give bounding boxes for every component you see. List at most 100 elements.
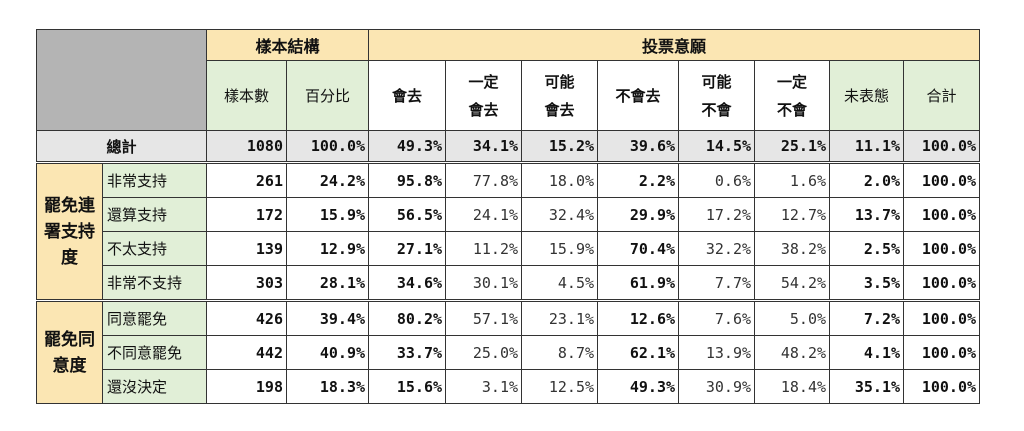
table-cell: 15.6% (368, 369, 447, 404)
table-cell: 32.2% (678, 231, 756, 266)
table-cell: 5.0% (754, 299, 831, 336)
table-cell: 40.9% (285, 335, 370, 370)
total-cell: 39.6% (597, 130, 680, 163)
table-cell: 100.0% (903, 299, 981, 336)
table-cell: 34.6% (368, 265, 447, 301)
table-cell: 39.4% (285, 299, 370, 336)
table-cell: 303 (206, 265, 287, 301)
table-cell: 3.5% (829, 265, 905, 301)
survey-table: 樣本結構 投票意願 樣本數 百分比 會去 一定 會去 可能 會去 不會去 可能 不會 … (36, 29, 981, 404)
total-cell: 49.3% (368, 130, 447, 163)
table-cell: 61.9% (597, 265, 680, 301)
table-cell: 8.7% (521, 335, 599, 370)
table-row: 還沒決定 198 18.3% 15.6% 3.1% 12.5% 49.3% 30.9% 18.4… (37, 369, 981, 404)
group-header-intention: 投票意願 (368, 29, 981, 61)
table-cell: 4.1% (829, 335, 905, 370)
table-cell: 100.0% (903, 369, 981, 404)
table-cell: 23.1% (521, 299, 599, 336)
col-percentage: 百分比 (285, 60, 370, 131)
table-cell: 29.9% (597, 197, 680, 232)
table-row: 罷免同 意度 同意罷免 426 39.4% 80.2% 57.1% 23.1% 12.6% 7.6… (36, 299, 981, 404)
table-cell: 172 (206, 197, 287, 232)
total-cell: 11.1% (829, 130, 905, 163)
table-cell: 30.9% (678, 369, 756, 404)
table-cell: 139 (206, 231, 287, 266)
col-will-not-go: 不會去 (597, 60, 680, 131)
table-cell: 7.6% (678, 299, 756, 336)
table-cell: 49.3% (597, 369, 680, 404)
table-cell: 80.2% (368, 299, 447, 336)
table-cell: 13.7% (829, 197, 905, 232)
total-cell: 34.1% (445, 130, 523, 163)
table-cell: 35.1% (829, 369, 905, 404)
row-label: 不同意罷免 (102, 335, 207, 370)
table-cell: 100.0% (903, 335, 981, 370)
table-cell: 100.0% (903, 265, 981, 301)
table-cell: 442 (206, 335, 287, 370)
table-cell: 24.1% (445, 197, 523, 232)
total-cell: 1080 (206, 130, 287, 163)
table-cell: 261 (206, 161, 287, 198)
col-maybe-go: 可能 會去 (521, 60, 599, 131)
table-cell: 198 (206, 369, 287, 404)
table-cell: 18.4% (754, 369, 831, 404)
table-cell: 12.5% (521, 369, 599, 404)
col-maybe-not: 可能 不會 (678, 60, 756, 131)
total-cell: 25.1% (754, 130, 831, 163)
table-row: 還算支持 172 15.9% 56.5% 24.1% 32.4% 29.9% 17.2% 12.… (37, 197, 981, 232)
table-cell: 38.2% (754, 231, 831, 266)
row-label: 同意罷免 (102, 299, 207, 336)
group-header-structure: 樣本結構 (205, 29, 370, 61)
col-total: 合計 (903, 60, 981, 131)
table-cell: 56.5% (368, 197, 447, 232)
table-cell: 32.4% (521, 197, 599, 232)
total-cell: 15.2% (521, 130, 599, 163)
total-row: 總計 1080 100.0% 49.3% 34.1% 15.2% 39.6% 1… (36, 130, 981, 163)
table-row: 非常不支持 303 28.1% 34.6% 30.1% 4.5% 61.9% 7.7% 54.2… (37, 265, 981, 301)
table-cell: 11.2% (445, 231, 523, 266)
table-cell: 100.0% (903, 231, 981, 266)
table-cell: 1.6% (754, 161, 831, 198)
table-cell: 3.1% (445, 369, 523, 404)
section-label: 罷免連 署支持度 (36, 161, 103, 301)
table-cell: 77.8% (445, 161, 523, 198)
row-label: 還沒決定 (102, 369, 207, 404)
table-cell: 18.3% (285, 369, 370, 404)
table-cell: 12.6% (597, 299, 680, 336)
table-cell: 25.0% (445, 335, 523, 370)
table-cell: 0.6% (678, 161, 756, 198)
table-cell: 12.7% (754, 197, 831, 232)
table-row: 罷免連 署支持度非常支持 261 24.2% 95.8% 77.8% 18.0% 2.2% 0.… (36, 161, 981, 301)
table-cell: 15.9% (285, 197, 370, 232)
table-cell: 100.0% (903, 161, 981, 198)
table-row: 不太支持 139 12.9% 27.1% 11.2% 15.9% 70.4% 32.2% 38.… (37, 231, 981, 266)
table-cell: 13.9% (678, 335, 756, 370)
total-cell: 100.0% (903, 130, 981, 163)
table-cell: 70.4% (597, 231, 680, 266)
table-cell: 17.2% (678, 197, 756, 232)
col-sample-count: 樣本數 (206, 60, 287, 131)
col-definitely-not: 一定 不會 (754, 60, 831, 131)
table-cell: 4.5% (521, 265, 599, 301)
table-cell: 100.0% (903, 197, 981, 232)
section-label: 罷免同 意度 (36, 299, 103, 404)
row-label: 非常支持 (102, 161, 207, 198)
table-cell: 2.5% (829, 231, 905, 266)
table-cell: 426 (206, 299, 287, 336)
col-will-go: 會去 (368, 60, 447, 131)
table-cell: 95.8% (368, 161, 447, 198)
table-cell: 28.1% (285, 265, 370, 301)
table-cell: 2.2% (597, 161, 680, 198)
table-cell: 12.9% (285, 231, 370, 266)
row-label: 不太支持 (102, 231, 207, 266)
table-cell: 15.9% (521, 231, 599, 266)
row-label: 還算支持 (102, 197, 207, 232)
table-cell: 30.1% (445, 265, 523, 301)
row-label: 非常不支持 (102, 265, 207, 301)
table-cell: 54.2% (754, 265, 831, 301)
table-row: 不同意罷免 442 40.9% 33.7% 25.0% 8.7% 62.1% 13.9% 48.… (37, 335, 981, 370)
table-cell: 7.2% (829, 299, 905, 336)
total-cell: 100.0% (285, 130, 370, 163)
table-cell: 2.0% (829, 161, 905, 198)
table-cell: 57.1% (445, 299, 523, 336)
